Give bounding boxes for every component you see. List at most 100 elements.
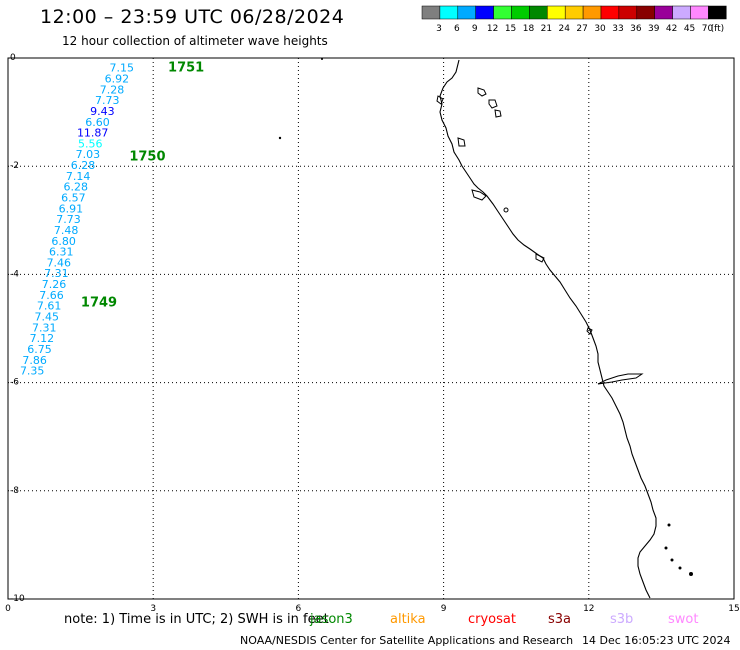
wave-height-value: 6.92	[105, 72, 130, 85]
y-tick-label: -2	[10, 161, 19, 171]
legend-label: 27	[576, 24, 587, 34]
legend-label: 30	[594, 24, 606, 34]
wave-height-value: 7.73	[56, 213, 81, 226]
satellite-legend-item: cryosat	[468, 612, 516, 627]
island-dot	[321, 58, 323, 60]
island-dot	[664, 546, 668, 550]
pass-number-label: 1749	[81, 295, 117, 310]
island-dot	[503, 207, 509, 213]
y-tick-label: -8	[10, 486, 19, 496]
wave-height-value: 7.14	[66, 170, 91, 183]
legend-label: 45	[684, 24, 695, 34]
wave-height-value: 6.31	[49, 246, 74, 259]
wave-height-value: 9.43	[90, 105, 115, 118]
legend-label: 6	[454, 24, 460, 34]
legend-label: 24	[559, 24, 571, 34]
legend-label: 42	[666, 24, 677, 34]
wave-height-value: 7.45	[34, 311, 59, 324]
wave-height-value: 7.26	[42, 278, 67, 291]
legend-label: 39	[648, 24, 660, 34]
axis-tick-labels: 0 3 6 9 12 15 0 -2 -4 -6 -8 -10	[5, 53, 740, 614]
chart-title: 12:00 – 23:59 UTC 06/28/2024	[40, 6, 345, 28]
island-path	[494, 109, 502, 118]
island-path	[436, 95, 444, 105]
chart-subtitle: 12 hour collection of altimeter wave hei…	[62, 34, 328, 48]
wave-height-value: 7.15	[109, 62, 134, 75]
y-tick-label: -6	[10, 378, 19, 388]
coastline-path	[439, 59, 657, 599]
wave-height-value: 6.28	[71, 159, 96, 172]
wave-height-value: 7.35	[20, 365, 45, 378]
island-path	[586, 327, 593, 335]
satellite-legend-item: swot	[668, 612, 699, 627]
island-dot	[278, 136, 282, 140]
wave-height-value: 6.75	[27, 343, 52, 356]
coastline	[278, 58, 693, 599]
legend-label: (ft)	[711, 24, 725, 34]
satellite-legend-item: s3a	[548, 612, 572, 627]
satellite-legend-item: jason3	[310, 612, 353, 627]
wave-height-value: 7.31	[32, 321, 57, 334]
wave-height-value: 7.31	[44, 267, 69, 280]
wave-height-value: 6.57	[61, 191, 86, 204]
wave-height-value: 7.28	[100, 83, 125, 96]
legend-label: 18	[523, 24, 535, 34]
legend-label: 70	[702, 24, 714, 34]
legend-label: 21	[541, 24, 552, 34]
y-tick-label: 0	[10, 53, 16, 63]
island-path	[477, 87, 487, 97]
wave-height-value: 11.87	[77, 127, 109, 140]
wave-height-value: 7.86	[22, 354, 47, 367]
wave-height-value: 6.80	[51, 235, 76, 248]
y-tick-label: -4	[10, 269, 19, 279]
wave-height-color-legend: 3 6 9 12 15 18 21 24 27 30 33 36 39 42 45 70(ft)	[421, 5, 727, 34]
island-path	[597, 373, 644, 385]
wave-height-value: 7.66	[39, 289, 64, 302]
x-tick-label: 9	[441, 604, 447, 614]
y-tick-label: -10	[10, 594, 25, 604]
legend-label: 15	[505, 24, 516, 34]
wave-height-value: 7.12	[30, 332, 55, 345]
x-tick-label: 12	[583, 604, 594, 614]
legend-swatch	[708, 5, 727, 20]
island-dot	[678, 566, 682, 570]
wave-height-value: 5.56	[78, 137, 103, 150]
generated-timestamp: 14 Dec 16:05:23 UTC 2024	[582, 634, 731, 647]
wave-height-value: 7.03	[76, 148, 101, 161]
island-dot	[689, 572, 693, 576]
wave-height-value: 7.48	[54, 224, 79, 237]
footer-note: note: 1) Time is in UTC; 2) SWH is in fe…	[64, 612, 329, 627]
satellite-legend-item: altika	[390, 612, 426, 627]
legend-label: 3	[436, 24, 442, 34]
satellite-legend: jason3 altika cryosat s3a s3b swot	[0, 612, 740, 632]
wave-height-value: 7.61	[37, 300, 62, 313]
island-path	[535, 253, 545, 263]
island-dot	[667, 523, 671, 527]
wave-height-value: 7.73	[95, 94, 120, 107]
island-path	[471, 189, 487, 201]
pass-number-label: 1751	[168, 61, 204, 76]
island-dot	[670, 558, 674, 562]
satellite-legend-item: s3b	[610, 612, 634, 627]
x-tick-label: 15	[728, 604, 739, 614]
wave-height-value: 7.46	[47, 256, 72, 269]
wave-height-value: 6.28	[64, 181, 89, 194]
x-tick-label: 0	[5, 604, 11, 614]
wave-height-value: 6.60	[85, 116, 110, 129]
pass-number-label: 1750	[129, 149, 165, 164]
legend-label: 12	[487, 24, 498, 34]
plot-frame	[7, 57, 735, 600]
island-path	[488, 99, 498, 109]
credit-line: NOAA/NESDIS Center for Satellite Applica…	[240, 634, 574, 647]
wave-height-value: 6.91	[59, 202, 84, 215]
legend-label: 9	[472, 24, 478, 34]
grid-lines	[8, 58, 734, 599]
x-tick-label: 6	[296, 604, 302, 614]
x-tick-label: 3	[150, 604, 156, 614]
legend-label: 33	[612, 24, 623, 34]
satellite-pass-labels: 1751 1750 1749	[81, 61, 204, 311]
wave-height-points: 7.156.927.287.739.436.6011.875.567.036.2…	[20, 62, 134, 378]
legend-label: 36	[630, 24, 642, 34]
island-path	[457, 137, 466, 147]
